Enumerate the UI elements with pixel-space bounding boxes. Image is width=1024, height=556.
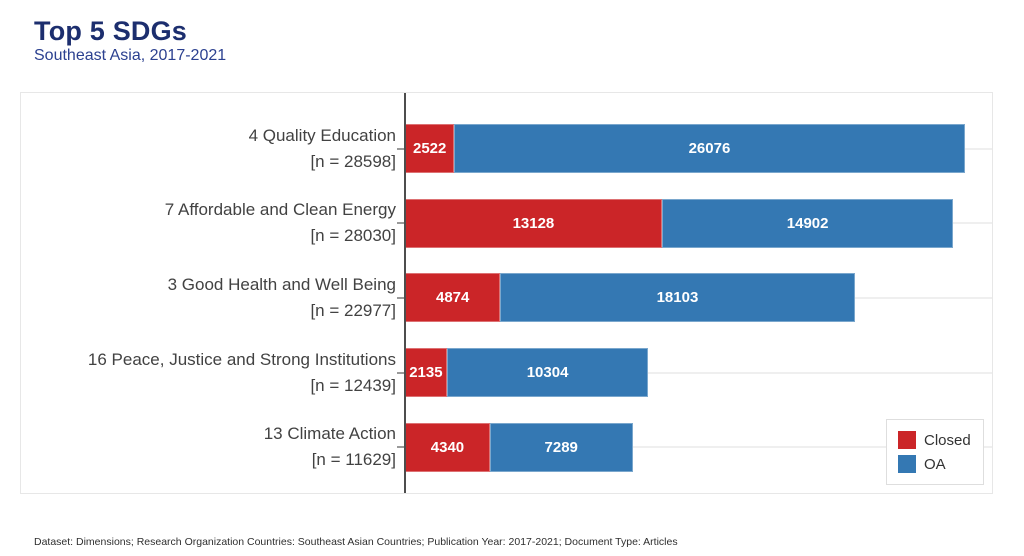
category-name: 13 Climate Action	[263, 424, 396, 444]
axis-tick	[397, 296, 405, 299]
category-label: 3 Good Health and Well Being [n = 22977]	[21, 272, 396, 324]
legend: Closed OA	[886, 419, 984, 485]
category-name: 7 Affordable and Clean Energy	[164, 200, 396, 220]
dataset-caption: Dataset: Dimensions; Research Organizati…	[34, 536, 678, 548]
legend-item-closed: Closed	[898, 431, 983, 449]
bar-segment-closed: 13128	[405, 198, 662, 248]
category-name: 4 Quality Education	[248, 125, 396, 145]
axis-tick	[397, 222, 405, 225]
bar-segment-oa: 7289	[489, 422, 633, 472]
axis-tick	[397, 371, 405, 374]
page-subtitle: Southeast Asia, 2017-2021	[34, 47, 227, 64]
category-count: [n = 28598]	[310, 151, 396, 171]
category-label: 13 Climate Action [n = 11629]	[21, 421, 396, 473]
bar-segment-oa: 26076	[454, 124, 965, 173]
page-title: Top 5 SDGs	[34, 16, 188, 46]
bar-value-label: 26076	[688, 140, 731, 157]
category-count: [n = 11629]	[311, 450, 396, 470]
bar-segment-closed: 2522	[405, 124, 455, 173]
legend-item-oa: OA	[898, 455, 983, 473]
bar-segment-oa: 10304	[446, 348, 649, 398]
bar-segment-closed: 2135	[405, 348, 447, 398]
bar-value-label: 4340	[430, 438, 465, 456]
y-axis-line	[404, 93, 406, 493]
bar-segment-oa: 14902	[661, 198, 954, 248]
bar-value-label: 14902	[786, 214, 829, 232]
bar-value-label: 18103	[656, 289, 699, 307]
legend-swatch-closed	[898, 431, 916, 449]
category-label: 4 Quality Education [n = 28598]	[21, 123, 396, 175]
category-name: 3 Good Health and Well Being	[167, 274, 396, 294]
legend-swatch-oa	[898, 455, 916, 473]
axis-tick	[397, 147, 405, 150]
category-label: 7 Affordable and Clean Energy [n = 28030]	[21, 197, 396, 249]
bar-segment-oa: 18103	[500, 273, 855, 323]
bar-value-label: 7289	[544, 438, 578, 456]
category-count: [n = 12439]	[310, 375, 396, 395]
bar-segment-closed: 4340	[405, 422, 490, 472]
bar-value-label: 13128	[512, 214, 555, 232]
bar-value-label: 2135	[409, 364, 443, 382]
bar-value-label: 10304	[526, 364, 569, 382]
axis-tick	[397, 446, 405, 449]
bar-value-label: 2522	[412, 140, 447, 157]
legend-label-oa: OA	[924, 455, 946, 473]
legend-label-closed: Closed	[924, 431, 971, 449]
row-gridline	[405, 446, 992, 449]
row-gridline	[405, 371, 992, 374]
category-count: [n = 28030]	[310, 226, 396, 246]
category-label: 16 Peace, Justice and Strong Institution…	[21, 347, 396, 399]
category-count: [n = 22977]	[310, 300, 396, 320]
bar-segment-closed: 4874	[405, 273, 501, 323]
bar-value-label: 4874	[435, 289, 470, 307]
category-name: 16 Peace, Justice and Strong Institution…	[87, 349, 396, 369]
chart-panel: 4 Quality Education [n = 28598] 2522 26076 7…	[20, 92, 993, 494]
